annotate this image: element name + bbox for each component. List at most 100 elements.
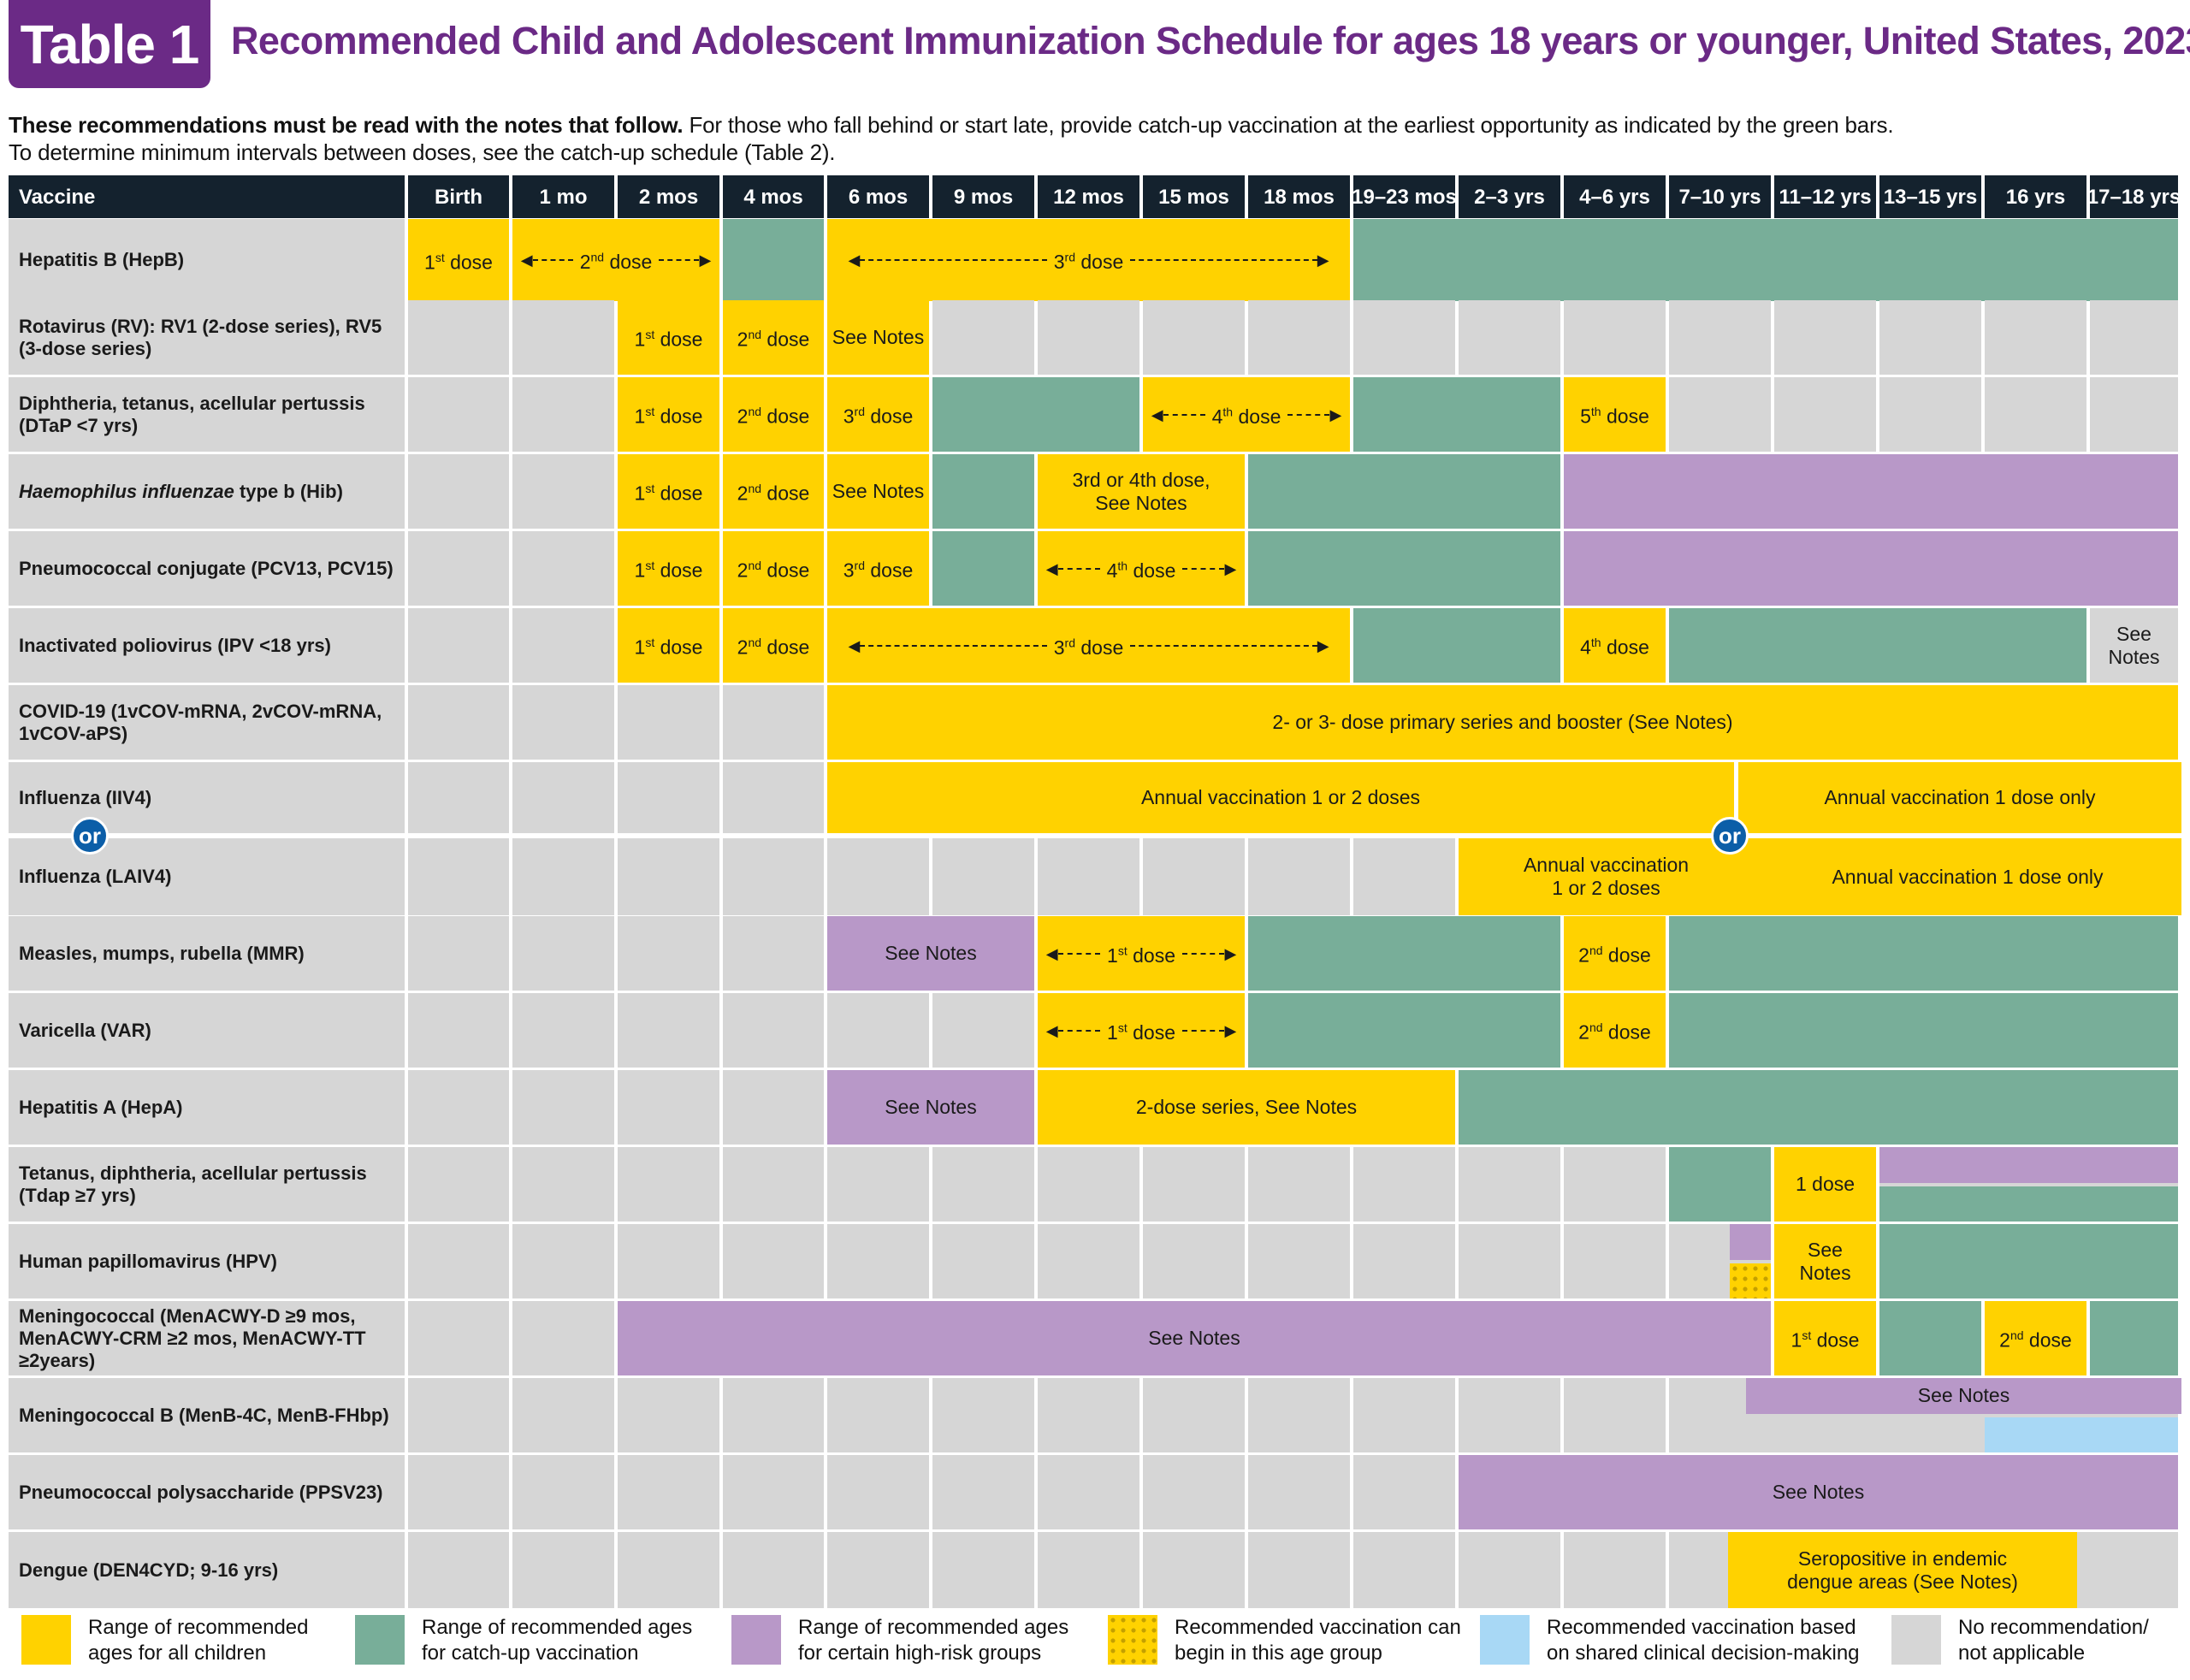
no-recommendation-cell — [2090, 377, 2178, 452]
column-header-label: 11–12 yrs — [1779, 185, 1872, 209]
catch-up-range — [1353, 377, 1560, 452]
legend-label: Range of recommended ages for all childr… — [88, 1616, 309, 1665]
catch-up-range — [723, 219, 824, 301]
no-recommendation-cell — [1353, 300, 1455, 375]
recommended-range: 2nd dose — [1985, 1301, 2086, 1375]
vaccine-name-label: Hepatitis B (HepB) — [19, 249, 185, 270]
no-recommendation-cell — [1143, 838, 1245, 915]
no-recommendation-cell — [1879, 1417, 1981, 1452]
vaccine-name-label: Dengue (DEN4CYD; 9-16 yrs) — [19, 1559, 279, 1581]
recommended-range: 1st dose — [618, 300, 719, 375]
no-recommendation-cell — [1774, 377, 1876, 452]
no-recommendation-cell — [408, 608, 509, 683]
high-risk-range: See Notes — [1746, 1378, 2181, 1414]
no-recommendation-cell — [1669, 1378, 1739, 1414]
vaccine-name-label: Measles, mumps, rubella (MMR) — [19, 942, 305, 964]
legend-swatch — [21, 1615, 71, 1665]
no-recommendation-cell — [932, 1455, 1034, 1529]
no-recommendation-cell — [408, 685, 509, 760]
no-recommendation-cell — [723, 1455, 824, 1529]
column-header-label: 19–23 mos — [1353, 185, 1455, 209]
dose-label: 1st dose — [634, 636, 703, 659]
recommended-range: Annual vaccination 1 dose only — [1738, 762, 2181, 833]
cell-label: See Notes — [885, 1096, 977, 1118]
recommended-range: Annual vaccination 1 dose only — [1754, 838, 2181, 915]
recommended-range: ◀ 1st dose ▶ — [1038, 993, 1245, 1068]
recommended-range: 2nd dose — [1564, 993, 1666, 1068]
recommended-range: 3rd dose — [827, 531, 929, 606]
no-recommendation-cell — [1353, 1378, 1455, 1452]
no-recommendation-cell — [618, 1070, 719, 1145]
dose-label: 5th dose — [1580, 405, 1649, 428]
dose-label: 1st dose — [634, 559, 703, 582]
catch-up-range — [1669, 916, 2178, 991]
no-recommendation-cell — [723, 1147, 824, 1222]
catch-up-range — [1248, 531, 1560, 606]
cell-label: See Notes — [1772, 1481, 1865, 1503]
no-recommendation-cell — [1564, 1147, 1666, 1222]
recommended-range: 3rd or 4th dose, See Notes — [1038, 454, 1245, 529]
catch-up-range — [932, 377, 1139, 452]
dose-label: 2nd dose — [1578, 944, 1651, 967]
column-header-age: 11–12 yrs — [1774, 175, 1876, 218]
catch-up-range — [1248, 993, 1560, 1068]
dose-label: 1st dose — [634, 328, 703, 351]
column-header-label: 2 mos — [638, 185, 699, 209]
no-recommendation-cell — [1564, 1224, 1666, 1298]
recommended-range: 1st dose — [1774, 1301, 1876, 1375]
label-line: Annual vaccination — [1523, 854, 1690, 876]
legend-item: Range of recommended ages for catch-up v… — [355, 1615, 714, 1666]
column-header-label: 4–6 yrs — [1579, 185, 1650, 209]
column-header-label: 16 yrs — [2005, 185, 2066, 209]
column-header-age: 12 mos — [1038, 175, 1139, 218]
catch-up-range — [932, 531, 1034, 606]
vaccine-name-label: Meningococcal B (MenB-4C, MenB-FHbp) — [19, 1404, 389, 1426]
column-header-age: Birth — [408, 175, 509, 218]
recommended-range: 1st dose — [408, 219, 509, 301]
no-recommendation-cell — [618, 993, 719, 1068]
recommended-range: ◀ 2nd dose ▶ — [512, 219, 719, 301]
no-recommendation-cell — [827, 1224, 929, 1298]
no-recommendation-cell — [1248, 1147, 1350, 1222]
recommended-range: Annual vaccination 1 or 2 doses — [1459, 838, 1754, 915]
intro-bold: These recommendations must be read with … — [9, 112, 684, 138]
column-header-label: 12 mos — [1053, 185, 1124, 209]
cell-label: See Notes — [2108, 622, 2160, 668]
dose-range-arrow: ◀ 4th dose ▶ — [1151, 405, 1342, 428]
recommended-range: 2nd dose — [723, 454, 824, 529]
no-recommendation-cell — [1143, 1224, 1245, 1298]
column-header-label: Birth — [435, 185, 482, 209]
vaccine-name-label: Meningococcal (MenACWY-D ≥9 mos, MenACWY… — [19, 1304, 366, 1371]
vaccine-name-hpv: Human papillomavirus (HPV) — [9, 1224, 405, 1298]
or-badge: or — [1711, 817, 1749, 855]
no-recommendation-cell — [723, 1532, 824, 1608]
legend-swatch — [1891, 1615, 1941, 1665]
no-recommendation-cell — [1459, 1147, 1560, 1222]
no-recommendation-cell — [1669, 1224, 1726, 1260]
column-header-label: 13–15 yrs — [1883, 185, 1978, 209]
dose-label: 1st dose — [1107, 1020, 1175, 1044]
no-recommendation-cell — [1353, 1224, 1455, 1298]
recommended-range: See Notes — [1774, 1224, 1876, 1298]
recommended-range: 2nd dose — [723, 608, 824, 683]
no-recommendation-cell — [827, 1455, 929, 1529]
no-recommendation-cell — [723, 1224, 824, 1298]
no-recommendation-cell — [1669, 300, 1771, 375]
vaccine-name-rest: type b (Hib) — [234, 480, 343, 502]
catch-up-range — [1669, 1147, 1771, 1222]
vaccine-name-ppsv: Pneumococcal polysaccharide (PPSV23) — [9, 1455, 405, 1529]
label-line: 3rd or 4th dose, — [1072, 468, 1210, 491]
vaccine-name-covid: COVID-19 (1vCOV-mRNA, 2vCOV-mRNA, 1vCOV-… — [9, 685, 405, 760]
high-risk-range — [1879, 1147, 2178, 1183]
no-recommendation-cell — [1564, 1378, 1666, 1452]
no-recommendation-cell — [512, 1070, 614, 1145]
no-recommendation-cell — [512, 1532, 614, 1608]
dose-label: 1st dose — [634, 405, 703, 428]
no-recommendation-cell — [932, 1378, 1034, 1452]
no-recommendation-cell — [827, 993, 929, 1068]
immunization-schedule-table: Vaccine Birth 1 mo 2 mos 4 mos 6 mos 9 mos 12 m… — [9, 175, 2181, 1608]
column-header-age: 4–6 yrs — [1564, 175, 1666, 218]
vaccine-name-hib: Haemophilus influenzae type b (Hib) — [9, 454, 405, 529]
dose-label: 3rd dose — [1053, 250, 1124, 274]
recommended-range: 1st dose — [618, 454, 719, 529]
